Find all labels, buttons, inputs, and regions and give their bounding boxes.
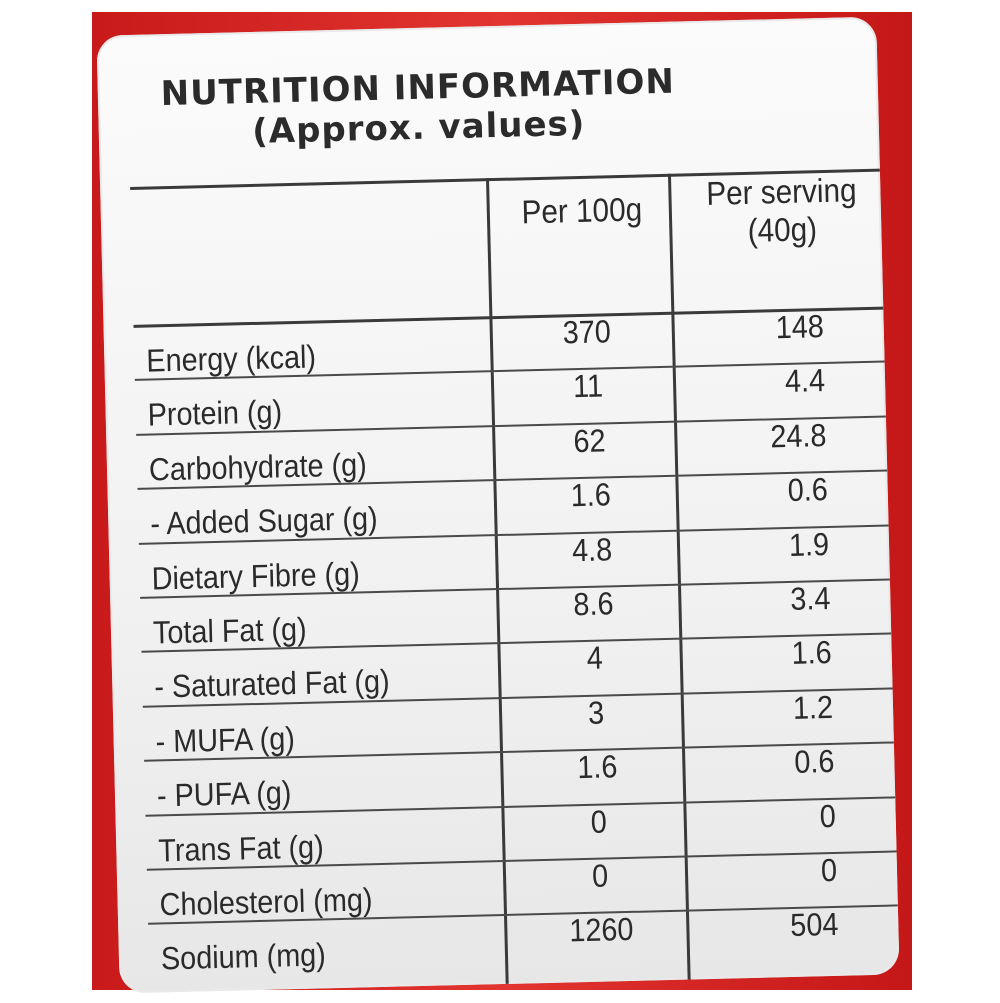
value-per-serving: 0.6 (793, 743, 835, 781)
header-per-serving-line1: Per serving (705, 171, 857, 212)
nutrition-panel: NUTRITION INFORMATION (Approx. values) P… (96, 16, 900, 994)
value-per-100g: 4.8 (571, 530, 613, 568)
value-per-100g: 4 (586, 639, 604, 677)
value-per-serving: 1.6 (791, 634, 833, 672)
value-per-serving: 148 (775, 308, 825, 346)
nutrient-label: - PUFA (g) (156, 774, 292, 814)
value-per-serving: 0 (819, 797, 837, 834)
nutrient-label: Trans Fat (g) (157, 828, 325, 869)
nutrient-label: Dietary Fibre (g) (151, 555, 361, 597)
nutrient-label: - Added Sugar (g) (149, 500, 379, 542)
nutrient-label: Cholesterol (mg) (159, 881, 373, 923)
value-per-100g: 0 (590, 803, 608, 840)
value-per-serving: 0 (820, 851, 838, 889)
value-per-serving: 24.8 (769, 416, 827, 455)
nutrient-label: Carbohydrate (g) (148, 446, 368, 488)
value-per-serving: 3.4 (789, 579, 831, 617)
nutrient-label: Energy (kcal) (145, 338, 317, 379)
nutrient-label: Protein (g) (147, 393, 283, 433)
value-per-serving: 1.9 (788, 525, 830, 563)
value-per-serving: 4.4 (784, 362, 826, 400)
value-per-100g: 1.6 (570, 476, 612, 514)
value-per-serving: 0.6 (787, 471, 829, 509)
nutrient-label: Sodium (mg) (160, 936, 327, 977)
value-per-100g: 370 (562, 313, 612, 351)
value-per-100g: 3 (587, 694, 605, 731)
header-per-serving-line2: (40g) (747, 210, 818, 249)
value-per-100g: 1260 (568, 911, 634, 949)
column-divider-1 (486, 178, 509, 985)
value-per-100g: 8.6 (572, 585, 614, 623)
nutrient-label: - MUFA (g) (155, 719, 296, 760)
value-per-100g: 1.6 (576, 748, 618, 786)
header-per-serving: Per serving (40g) (686, 171, 877, 252)
nutrient-label: Total Fat (g) (152, 610, 308, 651)
value-per-100g: 0 (591, 857, 609, 894)
value-per-serving: 1.2 (792, 688, 834, 726)
value-per-100g: 62 (572, 422, 606, 459)
nutrition-table: Per 100g Per serving (40g) Energy (kcal)… (96, 17, 899, 994)
value-per-100g: 11 (572, 367, 604, 405)
nutrition-label: NUTRITION INFORMATION (Approx. values) P… (88, 8, 912, 1002)
header-per-100g: Per 100g (521, 190, 643, 231)
value-per-serving: 504 (789, 906, 839, 944)
